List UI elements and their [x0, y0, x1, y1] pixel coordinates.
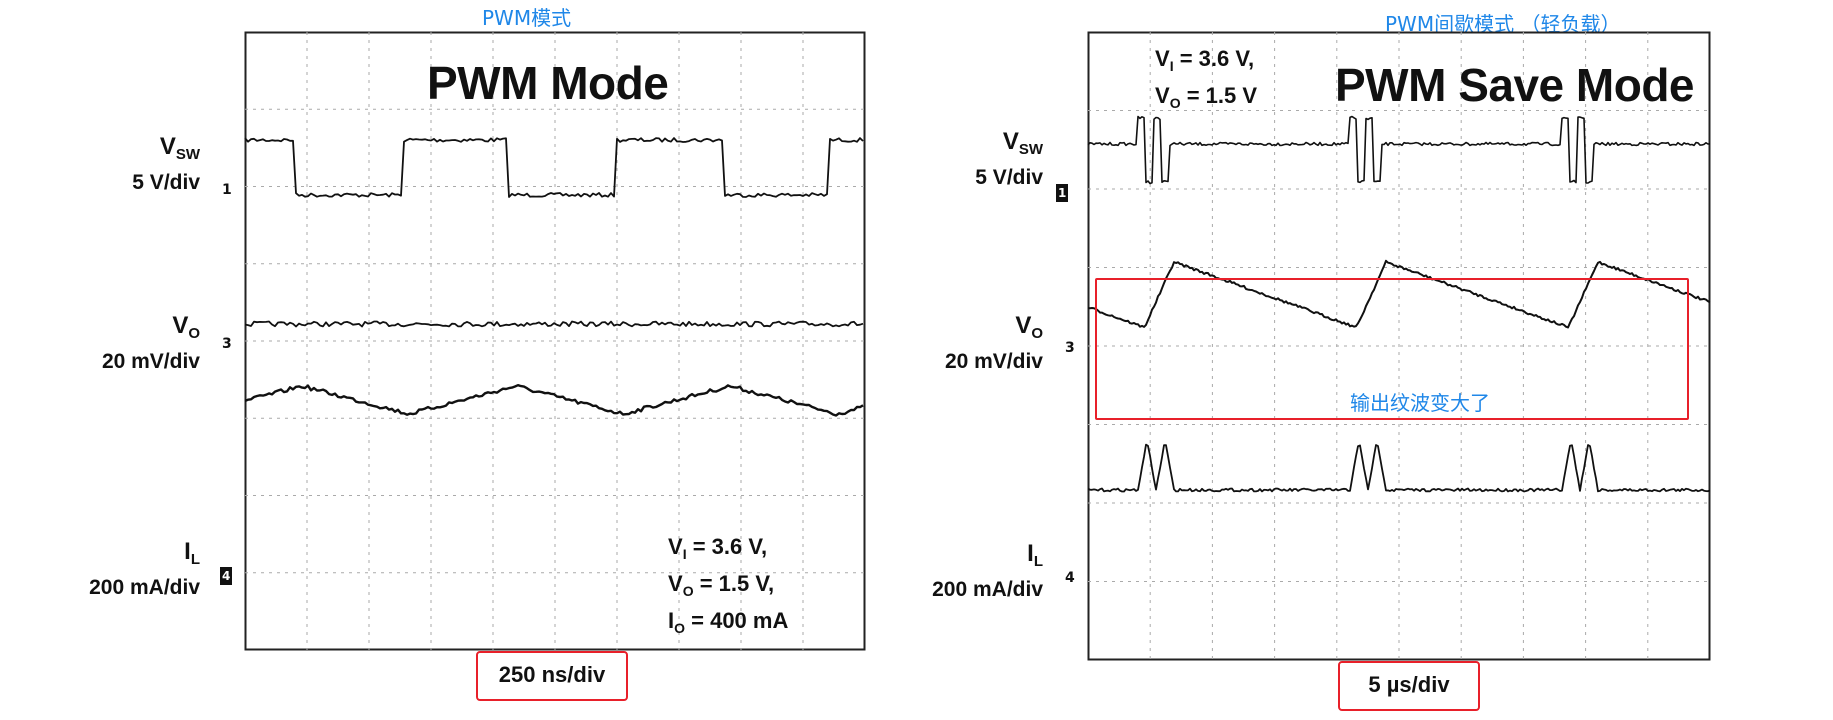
ripple-annotation: 输出纹波变大了	[1350, 391, 1490, 415]
left-vo-trace	[244, 320, 864, 328]
right-ch3-marker: 3	[1065, 340, 1075, 356]
right-il-scale: 200 mA/div	[932, 578, 1043, 601]
right-il-sub: L	[1033, 553, 1043, 570]
left-vsw-name: V	[159, 133, 176, 160]
left-il-sub: L	[190, 551, 200, 568]
right-il-label: IL 200 mA/div	[932, 540, 1043, 604]
left-ch3-marker: 3	[222, 336, 232, 352]
left-vo-label: VO 20 mV/div	[102, 312, 200, 376]
right-vo-sub: O	[1031, 325, 1043, 342]
right-vsw-trace	[1087, 115, 1711, 185]
right-vsw-name: V	[1002, 128, 1019, 155]
right-ch4-marker: 4	[1065, 570, 1075, 586]
right-vsw-label: VSW 5 V/div	[975, 128, 1043, 192]
left-il-label: IL 200 mA/div	[89, 538, 200, 602]
left-il-trace	[244, 384, 864, 417]
right-vsw-sub: SW	[1018, 141, 1043, 158]
left-vo-scale: 20 mV/div	[101, 350, 200, 373]
right-vo-label: VO 20 mV/div	[945, 312, 1043, 376]
right-scope-screen	[1087, 31, 1711, 661]
right-vo-trace	[1087, 259, 1711, 329]
left-il-name: I	[184, 538, 191, 565]
left-il-scale: 200 mA/div	[89, 576, 200, 599]
left-vsw-sub: SW	[175, 146, 200, 163]
right-ch1-marker: 1	[1056, 184, 1069, 202]
right-il-trace	[1087, 443, 1711, 493]
left-timebase: 250 ns/div	[476, 651, 628, 701]
right-title: PWM Save Mode	[1335, 59, 1695, 111]
left-vsw-trace	[244, 137, 864, 198]
right-il-name: I	[1027, 540, 1034, 567]
right-conditions: VI = 3.6 V, VO = 1.5 V	[1155, 46, 1258, 111]
ripple-highlight-box	[1095, 278, 1689, 420]
right-vo-scale: 20 mV/div	[944, 350, 1043, 373]
left-vsw-label: VSW 5 V/div	[132, 133, 200, 197]
left-vo-sub: O	[188, 325, 200, 342]
right-vsw-scale: 5 V/div	[975, 166, 1043, 189]
left-ch4-marker: 4	[220, 567, 233, 585]
left-title: PWM Mode	[427, 57, 669, 109]
right-timebase: 5 µs/div	[1338, 661, 1480, 711]
left-vo-name: V	[172, 312, 189, 339]
right-vo-name: V	[1015, 312, 1032, 339]
left-scope-screen	[244, 31, 866, 651]
left-caption: PWM模式	[482, 6, 572, 30]
left-conditions: VI = 3.6 V, VO = 1.5 V, IO = 400 mA	[668, 534, 789, 636]
left-ch1-marker: 1	[222, 182, 232, 198]
left-vsw-scale: 5 V/div	[132, 171, 200, 194]
